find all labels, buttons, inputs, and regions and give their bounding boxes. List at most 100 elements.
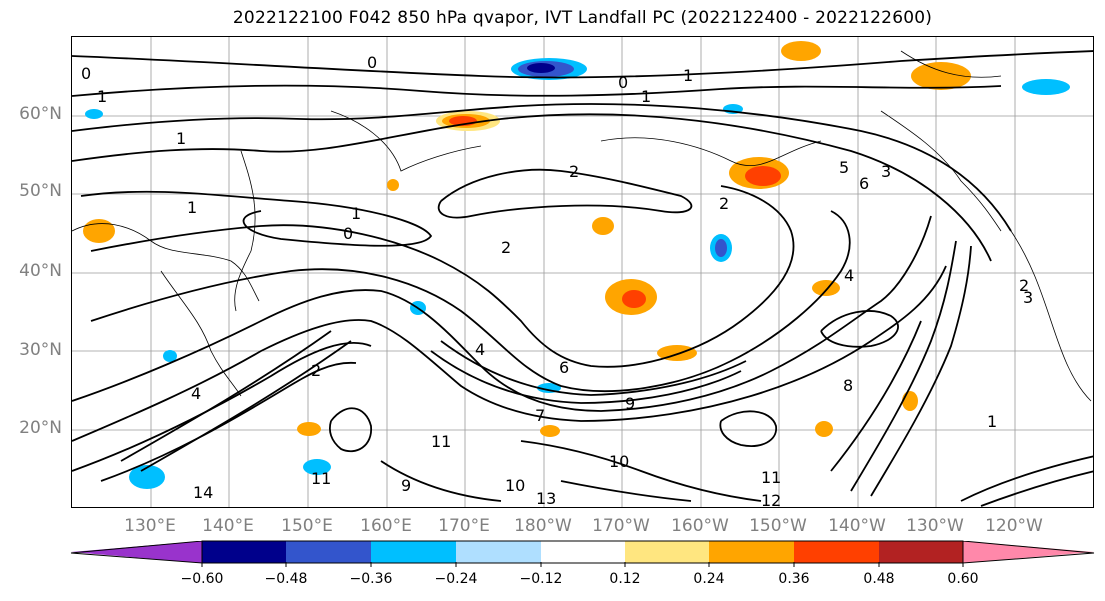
anomaly-blob: [715, 239, 727, 257]
colorbar-segment: [456, 541, 541, 563]
colorbar-segment: [709, 541, 794, 563]
anomaly-blob: [303, 459, 331, 475]
colorbar-tick-label: −0.60: [180, 571, 224, 587]
contour-label: 9: [401, 476, 411, 495]
colorbar-tick-label: 0.48: [863, 571, 895, 587]
contour-label: 1: [641, 87, 651, 106]
contour-label: 0: [618, 73, 628, 92]
colorbar-tick-label: −0.24: [434, 571, 478, 587]
contour-label: 0: [367, 53, 377, 72]
lon-label: 160°W: [671, 516, 729, 536]
colorbar-segments: [71, 541, 1094, 563]
contour-label: 6: [559, 358, 569, 377]
anomaly-blob: [387, 179, 399, 191]
colorbar-segment: [879, 541, 963, 563]
contour-label: 11: [761, 468, 781, 487]
contour-label: 13: [536, 489, 556, 508]
contour-label: 12: [761, 491, 781, 508]
colorbar-segment: [71, 541, 202, 563]
contour-label: 2: [501, 238, 511, 257]
lon-label: 140°E: [202, 516, 254, 536]
colorbar-segment: [202, 541, 286, 563]
colorbar-outline: [70, 540, 1095, 564]
anomaly-blob: [745, 166, 781, 186]
lat-label-40n: 40°N: [19, 261, 62, 281]
colorbar-segment: [371, 541, 456, 563]
contour-label: 11: [311, 469, 331, 488]
colorbar-segment: [963, 541, 1094, 563]
anomaly-blob: [592, 217, 614, 235]
contour-label: 1: [187, 198, 197, 217]
colorbar-tick-label: 0.24: [693, 571, 725, 587]
lon-label: 140°W: [828, 516, 886, 536]
map-svg: 0 0 0 1 1 1 1 1 1 0 2 2 2 3 5 6 4 2 4 6 …: [72, 37, 1093, 508]
anomaly-blob: [83, 219, 115, 243]
colorbar-tick-label: 0.36: [778, 571, 810, 587]
colorbar-segment: [794, 541, 879, 563]
contour-label: 7: [535, 406, 545, 425]
contour-label: 1: [987, 412, 997, 431]
anomaly-blob: [812, 280, 840, 296]
lon-label: 170°E: [438, 516, 490, 536]
colorbar-segment: [286, 541, 371, 563]
anomaly-blob: [163, 350, 177, 362]
ivt-contours: [72, 50, 1093, 507]
lon-label: 120°W: [985, 516, 1043, 536]
lon-label: 170°W: [592, 516, 650, 536]
contour-label: 4: [844, 266, 854, 285]
anomaly-blob: [129, 465, 165, 489]
lon-label: 160°E: [360, 516, 412, 536]
colorbar-tick-label: −0.36: [349, 571, 393, 587]
contour-label: 4: [191, 384, 201, 403]
lon-label: 150°E: [281, 516, 333, 536]
contour-label: 0: [81, 64, 91, 83]
anomaly-blob: [1022, 79, 1070, 95]
colorbar-segment: [625, 541, 709, 563]
anomaly-blob: [297, 422, 321, 436]
contour-label: 5: [839, 158, 849, 177]
contour-labels: 0 0 0 1 1 1 1 1 1 0 2 2 2 3 5 6 4 2 4 6 …: [81, 53, 1033, 508]
contour-label: 9: [625, 394, 635, 413]
colorbar-tick-label: −0.12: [519, 571, 563, 587]
anomaly-blob: [781, 41, 821, 61]
contour-label: 4: [475, 340, 485, 359]
contour-label: 0: [343, 224, 353, 243]
colorbar-tick-label: 0.12: [609, 571, 641, 587]
contour-label: 1: [176, 129, 186, 148]
map-panel: 0 0 0 1 1 1 1 1 1 0 2 2 2 3 5 6 4 2 4 6 …: [71, 36, 1094, 508]
lat-label-30n: 30°N: [19, 340, 62, 360]
contour-label: 1: [351, 204, 361, 223]
anomaly-blob: [540, 425, 560, 437]
contour-label: 10: [609, 452, 629, 471]
anomaly-blob: [911, 62, 971, 90]
contour-label: 10: [505, 476, 525, 495]
lon-label: 180°W: [514, 516, 572, 536]
contour-label: 3: [1023, 288, 1033, 307]
lon-label: 150°W: [749, 516, 807, 536]
contour-label: 1: [97, 87, 107, 106]
lat-label-60n: 60°N: [19, 104, 62, 124]
lat-label-50n: 50°N: [19, 181, 62, 201]
coastlines: [72, 50, 1092, 402]
contour-label: 3: [881, 162, 891, 181]
map-title: 2022122100 F042 850 hPa qvapor, IVT Land…: [232, 8, 933, 28]
lon-label: 130°E: [124, 516, 176, 536]
contour-label: 2: [1019, 276, 1029, 295]
lon-label: 130°W: [906, 516, 964, 536]
contour-label: 6: [859, 174, 869, 193]
colorbar-tick-label: 0.60: [947, 571, 979, 587]
colorbar-segment: [541, 541, 625, 563]
anomaly-blob: [527, 63, 555, 73]
anomaly-blob: [622, 290, 646, 308]
contour-label: 2: [311, 361, 321, 380]
anomaly-blob: [85, 109, 103, 119]
contour-label: 2: [569, 162, 579, 181]
contour-label: 11: [431, 432, 451, 451]
contour-label: 14: [193, 483, 213, 502]
anomaly-blob: [815, 421, 833, 437]
contour-label: 8: [843, 376, 853, 395]
contour-label: 1: [683, 66, 693, 85]
contour-label: 2: [719, 194, 729, 213]
colorbar-tick-label: −0.48: [264, 571, 308, 587]
